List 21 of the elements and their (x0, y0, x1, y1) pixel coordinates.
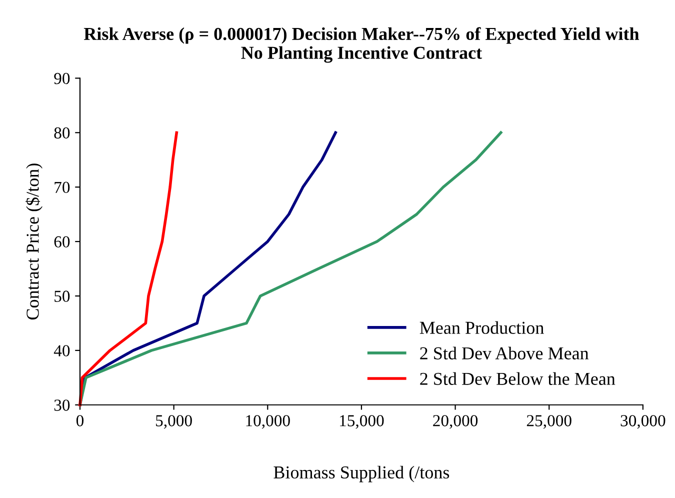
x-tick-label: 10,000 (246, 415, 290, 429)
x-tick-label: 20,000 (433, 415, 478, 429)
x-tick-label: 15,000 (340, 415, 384, 429)
x-tick-label: 0 (76, 415, 84, 426)
y-tick-label: 60 (54, 236, 70, 248)
x-axis-title: Biomass Supplied (/tons (274, 466, 450, 482)
y-tick-label: 80 (54, 127, 70, 139)
line-series (78, 131, 178, 406)
chart-title: Risk Averse (ρ = 0.000017) Decision Maker--75% of Expected Yield with No Planting Incentive Contract (84, 27, 640, 63)
y-tick-label: 30 (54, 400, 70, 411)
y-tick-label: 50 (54, 290, 70, 302)
y-tick-label: 40 (54, 345, 70, 356)
x-tick-label: 30,000 (620, 415, 666, 429)
legend-label: 2 Std Dev Below the Mean (420, 372, 616, 385)
legend-label: Mean Production (420, 321, 544, 334)
x-tick-label: 5,000 (156, 415, 192, 429)
y-tick-label: 90 (54, 72, 70, 84)
y-axis-title: Contract Price ($/ton) (26, 164, 42, 320)
y-tick-label: 70 (54, 182, 70, 194)
x-tick-label: 25,000 (526, 415, 572, 429)
legend-label: 2 Std Dev Above Mean (420, 346, 589, 360)
